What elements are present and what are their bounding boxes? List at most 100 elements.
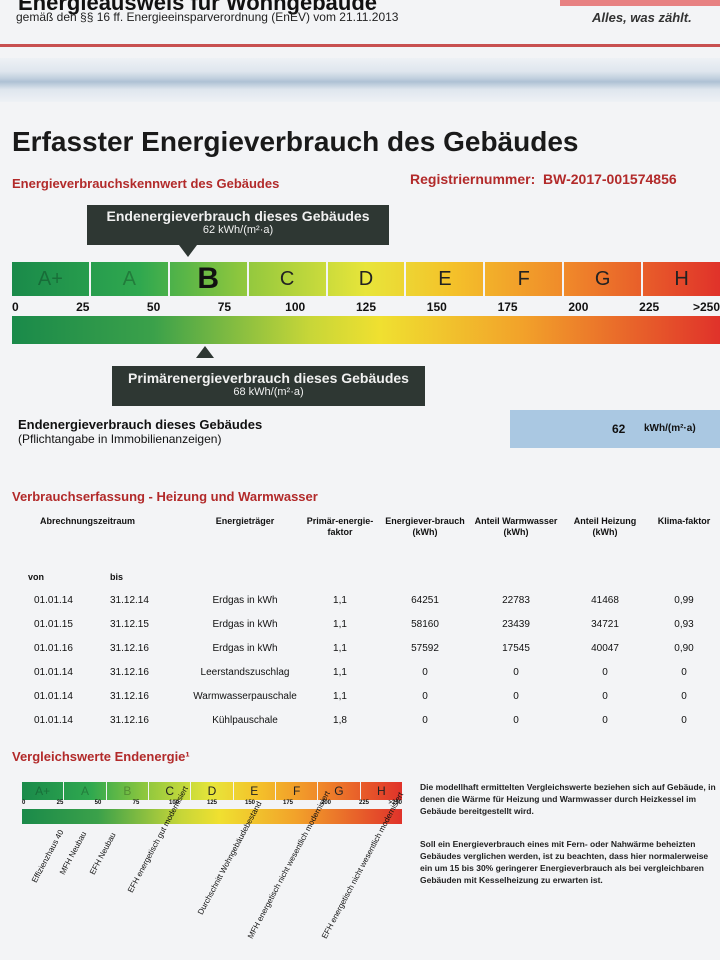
header-divider — [0, 44, 720, 47]
tick-label: 0 — [12, 300, 19, 314]
table-cell: Erdgas in kWh — [212, 618, 278, 630]
table-cell: 0 — [513, 666, 519, 678]
tick-label: 25 — [76, 300, 90, 314]
table-cell: 01.01.14 — [34, 594, 73, 606]
table-cell: 1,8 — [333, 714, 347, 726]
table-cell: Leerstandszuschlag — [200, 666, 290, 678]
class-cell-b: B — [170, 262, 249, 296]
tick-label: 125 — [355, 300, 377, 314]
small-tick: 225 — [358, 800, 370, 806]
table-cell: 40047 — [591, 642, 619, 654]
end-energy-callout-title: Endenergieverbrauch dieses Gebäudes — [106, 208, 370, 224]
header-water: Anteil Warmwasser (kWh) — [474, 516, 558, 537]
scale-ticks: 0 25 50 75 100 125 150 175 200 225 >250 — [12, 300, 720, 316]
table-cell: 1,1 — [333, 618, 347, 630]
tick-label: 100 — [285, 300, 306, 314]
table-cell: 31.12.16 — [110, 642, 149, 654]
table-row: 01.01.14 31.12.16 Kühlpauschale 1,8 0 0 0 0 — [20, 708, 720, 732]
table-row: 01.01.14 31.12.14 Erdgas in kWh 1,1 64251 227… — [20, 588, 720, 612]
small-tick: >250 — [388, 800, 402, 806]
table-cell: Warmwasserpauschale — [193, 690, 297, 702]
table-cell: 0 — [422, 714, 428, 726]
table-cell: 31.12.14 — [110, 594, 149, 606]
table-cell: Kühlpauschale — [212, 714, 278, 726]
table-cell: 0 — [602, 690, 608, 702]
table-cell: 17545 — [502, 642, 530, 654]
pflichtangabe-note: (Pflichtangabe in Immobilienanzeigen) — [18, 432, 222, 446]
table-cell: 0 — [513, 690, 519, 702]
table-cell: 0,90 — [674, 642, 694, 654]
small-tick: 75 — [132, 800, 140, 806]
small-tick: 175 — [282, 800, 294, 806]
table-cell: 01.01.14 — [34, 690, 73, 702]
class-cell-a: A — [91, 262, 170, 296]
table-cell: 58160 — [411, 618, 439, 630]
tick-label: >250 — [692, 300, 720, 314]
header-factor: Primär-energie-faktor — [306, 516, 374, 537]
table-cell: 1,1 — [333, 642, 347, 654]
table-cell: 0 — [681, 666, 687, 678]
small-class-cell: A+ — [22, 782, 65, 800]
class-cell-c: C — [249, 262, 328, 296]
header-period: Abrechnungszeitraum — [40, 516, 136, 526]
comparison-title: Vergleichswerte Endenergie¹ — [12, 749, 190, 764]
class-cell-d: D — [328, 262, 407, 296]
small-tick: 125 — [206, 800, 218, 806]
table-cell: 01.01.14 — [34, 666, 73, 678]
small-class-cell: D — [191, 782, 234, 800]
table-cell: 0 — [422, 666, 428, 678]
document-subtitle: gemäß den §§ 16 ff. Energieeinsparverord… — [16, 10, 399, 24]
comparison-bar — [22, 809, 402, 824]
primary-energy-callout-value: 68 kWh/(m²·a) — [233, 386, 304, 398]
pflichtangabe-label: Endenergieverbrauch dieses Gebäudes — [18, 417, 263, 432]
end-energy-callout: Endenergieverbrauch dieses Gebäudes 62 k… — [87, 205, 389, 245]
header-heating: Anteil Heizung (kWh) — [573, 516, 637, 537]
document-title: Energieausweis für Wohngebäude — [18, 0, 377, 15]
table-cell: 31.12.16 — [110, 666, 149, 678]
tick-label: 150 — [426, 300, 447, 314]
table-cell: 01.01.15 — [34, 618, 73, 630]
tick-label: 225 — [639, 300, 660, 314]
table-cell: 22783 — [502, 594, 530, 606]
table-row: 01.01.14 31.12.16 Warmwasserpauschale 1,1 0 0… — [20, 684, 720, 708]
header-climate: Klima-faktor — [657, 516, 711, 526]
table-cell: 0 — [602, 714, 608, 726]
small-tick: 25 — [56, 800, 64, 806]
tick-label: 75 — [217, 300, 232, 314]
pflichtangabe-value-box: 62 kWh/(m²·a) — [510, 410, 720, 448]
registration-label: Registriernummer: — [410, 171, 536, 187]
small-class-cell: E — [234, 782, 276, 800]
decorative-bands — [0, 58, 720, 102]
table-cell: 01.01.16 — [34, 642, 73, 654]
end-energy-pointer — [178, 245, 197, 257]
table-cell: 0 — [422, 690, 428, 702]
brand-slogan: Alles, was zählt. — [592, 10, 692, 25]
primary-energy-pointer — [195, 346, 214, 358]
small-tick: 50 — [94, 800, 102, 806]
table-cell: Erdgas in kWh — [212, 642, 278, 654]
comparison-label: Effizienzhaus 40 — [30, 828, 66, 885]
comparison-scale: A+ A B C D E F G H — [22, 782, 402, 800]
kennwert-label: Energieverbrauchskennwert des Gebäudes — [12, 176, 280, 191]
table-cell: 0,99 — [674, 594, 694, 606]
table-cell: 01.01.14 — [34, 714, 73, 726]
small-class-cell: A — [64, 782, 107, 800]
class-cell-f: F — [485, 262, 565, 296]
small-class-cell: G — [318, 782, 361, 800]
header-from: von — [28, 572, 45, 582]
primary-energy-callout: Primärenergieverbrauch dieses Gebäudes 6… — [112, 366, 425, 406]
tick-label: 175 — [497, 300, 518, 314]
header-to: bis — [110, 572, 124, 582]
class-cell-e: E — [406, 262, 486, 296]
section-title: Erfasster Energieverbrauch des Gebäudes — [12, 126, 579, 157]
small-class-cell: B — [107, 782, 149, 800]
table-cell: 1,1 — [333, 666, 347, 678]
class-cell-g: G — [564, 262, 644, 296]
table-cell: 0 — [681, 690, 687, 702]
primary-energy-callout-title: Primärenergieverbrauch dieses Gebäudes — [128, 370, 409, 386]
table-cell: 41468 — [591, 594, 619, 606]
header-consumption: Energiever-brauch (kWh) — [385, 516, 465, 537]
table-cell: 31.12.15 — [110, 618, 149, 630]
consumption-title: Verbrauchserfassung - Heizung und Warmwa… — [12, 489, 318, 504]
table-cell: 31.12.16 — [110, 690, 149, 702]
